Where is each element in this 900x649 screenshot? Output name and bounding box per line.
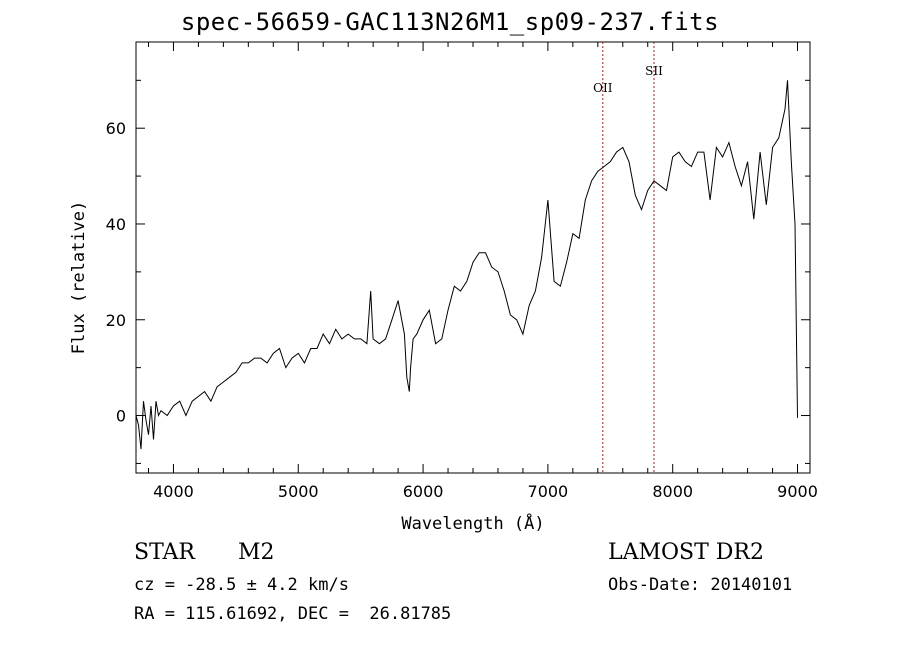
y-axis-label: Flux (relative) <box>69 201 89 355</box>
x-tick-label: 7000 <box>528 482 569 501</box>
object-subclass: M2 <box>238 540 275 565</box>
chart-title: spec-56659-GAC113N26M1_sp09-237.fits <box>180 8 720 36</box>
x-axis-label: Wavelength (Å) <box>401 512 544 534</box>
emission-line-label: OII <box>593 81 613 95</box>
spectrum-series-line <box>136 80 798 450</box>
x-tick-label: 9000 <box>777 482 818 501</box>
x-tick-label: 5000 <box>278 482 319 501</box>
sky-coordinates: RA = 115.61692, DEC = 26.81785 <box>134 604 452 624</box>
x-tick-label: 4000 <box>153 482 194 501</box>
object-class: STAR <box>134 540 195 565</box>
y-tick-label: 0 <box>116 407 126 426</box>
survey-name: LAMOST DR2 <box>608 540 764 565</box>
plot-frame <box>135 41 811 474</box>
x-tick-label: 6000 <box>403 482 444 501</box>
x-tick-label: 8000 <box>652 482 693 501</box>
emission-line-label: SII <box>645 64 663 78</box>
y-tick-label: 20 <box>106 311 126 330</box>
y-tick-label: 60 <box>106 119 126 138</box>
redshift-velocity: cz = -28.5 ± 4.2 km/s <box>134 575 349 595</box>
y-tick-label: 40 <box>106 215 126 234</box>
observation-date: Obs-Date: 20140101 <box>608 575 793 595</box>
